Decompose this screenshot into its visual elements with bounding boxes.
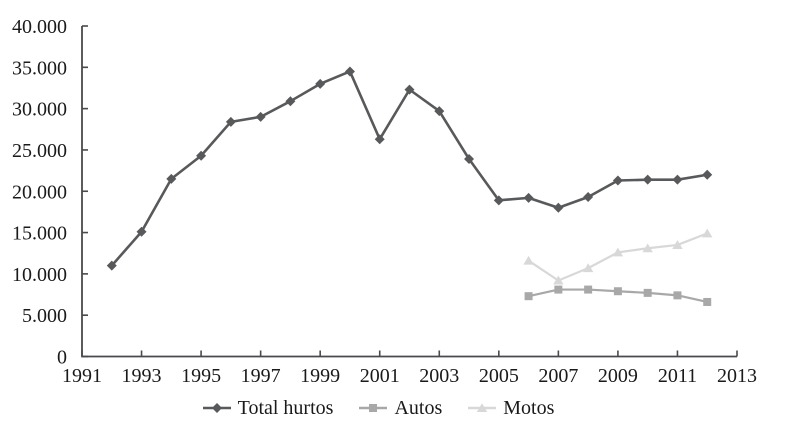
legend-label: Total hurtos (237, 397, 334, 419)
triangle-marker-icon (582, 263, 594, 273)
diamond-marker-icon (225, 116, 236, 127)
square-marker-icon (554, 285, 563, 294)
x-tick-label: 2011 (658, 365, 697, 387)
square-marker-icon (524, 292, 533, 301)
diamond-marker-icon (255, 111, 266, 122)
x-tick-label: 2007 (538, 365, 578, 387)
square-marker-icon (703, 297, 712, 306)
y-tick-label: 40.000 (12, 16, 67, 38)
x-tick-label: 1999 (300, 365, 340, 387)
diamond-marker-icon (166, 173, 177, 184)
legend-label: Autos (394, 397, 443, 419)
line-chart: 0 5.000 10.000 15.000 20.000 25.000 30.000 35.0… (12, 16, 757, 387)
chart-legend: Total hurtos Autos Motos (0, 395, 757, 421)
x-tick-label: 2003 (419, 365, 459, 387)
y-tick-label: 20.000 (12, 181, 67, 203)
diamond-marker-icon (315, 78, 326, 89)
triangle-marker-icon (523, 255, 534, 265)
y-tick-label: 30.000 (12, 99, 67, 121)
x-tick-label: 1993 (122, 365, 162, 387)
diamond-marker-icon (344, 66, 355, 77)
x-tick-label: 2001 (360, 365, 400, 387)
legend-square-marker-icon (359, 404, 388, 412)
diamond-marker-icon (642, 174, 653, 185)
y-tick-label: 10.000 (12, 264, 67, 286)
y-tick-label: 25.000 (12, 140, 67, 162)
x-tick-label: 2005 (479, 365, 519, 387)
triangle-marker-icon (672, 240, 683, 249)
triangle-marker-icon (553, 275, 564, 285)
square-marker-icon (673, 291, 682, 300)
x-tick-label: 1995 (181, 365, 221, 387)
legend-diamond-marker-icon (202, 403, 231, 413)
axis-lines (81, 26, 737, 358)
diamond-marker-icon (196, 150, 207, 161)
x-tick-label: 2009 (598, 365, 638, 387)
y-tick-label: 5.000 (22, 305, 67, 327)
diamond-marker-icon (374, 134, 385, 145)
diamond-marker-icon (523, 192, 534, 203)
square-marker-icon (584, 285, 593, 294)
series-line-total-hurtos (110, 70, 709, 267)
diamond-marker-icon (583, 192, 594, 203)
diamond-marker-icon (612, 175, 623, 186)
legend-item-total-hurtos: Total hurtos (202, 397, 334, 419)
square-marker-icon (613, 287, 622, 296)
y-tick-label: 0 (57, 347, 67, 369)
legend-triangle-marker-icon (468, 403, 497, 412)
x-tick-label: 1997 (241, 365, 281, 387)
series-line-motos (527, 232, 709, 282)
triangle-marker-icon (612, 247, 624, 257)
triangle-marker-icon (702, 228, 713, 238)
triangle-marker-icon (642, 243, 653, 253)
diamond-marker-icon (404, 84, 415, 95)
diamond-marker-icon (434, 106, 445, 117)
series-total-hurtos (106, 66, 713, 271)
series-motos (523, 228, 713, 285)
diamond-marker-icon (493, 195, 504, 206)
y-tick-label: 15.000 (12, 223, 67, 245)
legend-item-motos: Motos (468, 398, 554, 418)
diamond-marker-icon (136, 226, 147, 237)
y-tick-label: 35.000 (12, 57, 67, 79)
diamond-marker-icon (702, 169, 713, 180)
square-marker-icon (643, 288, 652, 297)
series-autos (524, 285, 712, 306)
diamond-marker-icon (672, 174, 683, 185)
diamond-marker-icon (464, 154, 475, 165)
diamond-marker-icon (106, 260, 117, 271)
legend-label: Motos (503, 397, 555, 419)
legend-item-autos: Autos (359, 398, 442, 418)
x-tick-label: 2013 (717, 365, 757, 387)
diamond-marker-icon (285, 96, 296, 107)
diamond-marker-icon (553, 202, 564, 213)
x-tick-label: 1991 (62, 365, 102, 387)
